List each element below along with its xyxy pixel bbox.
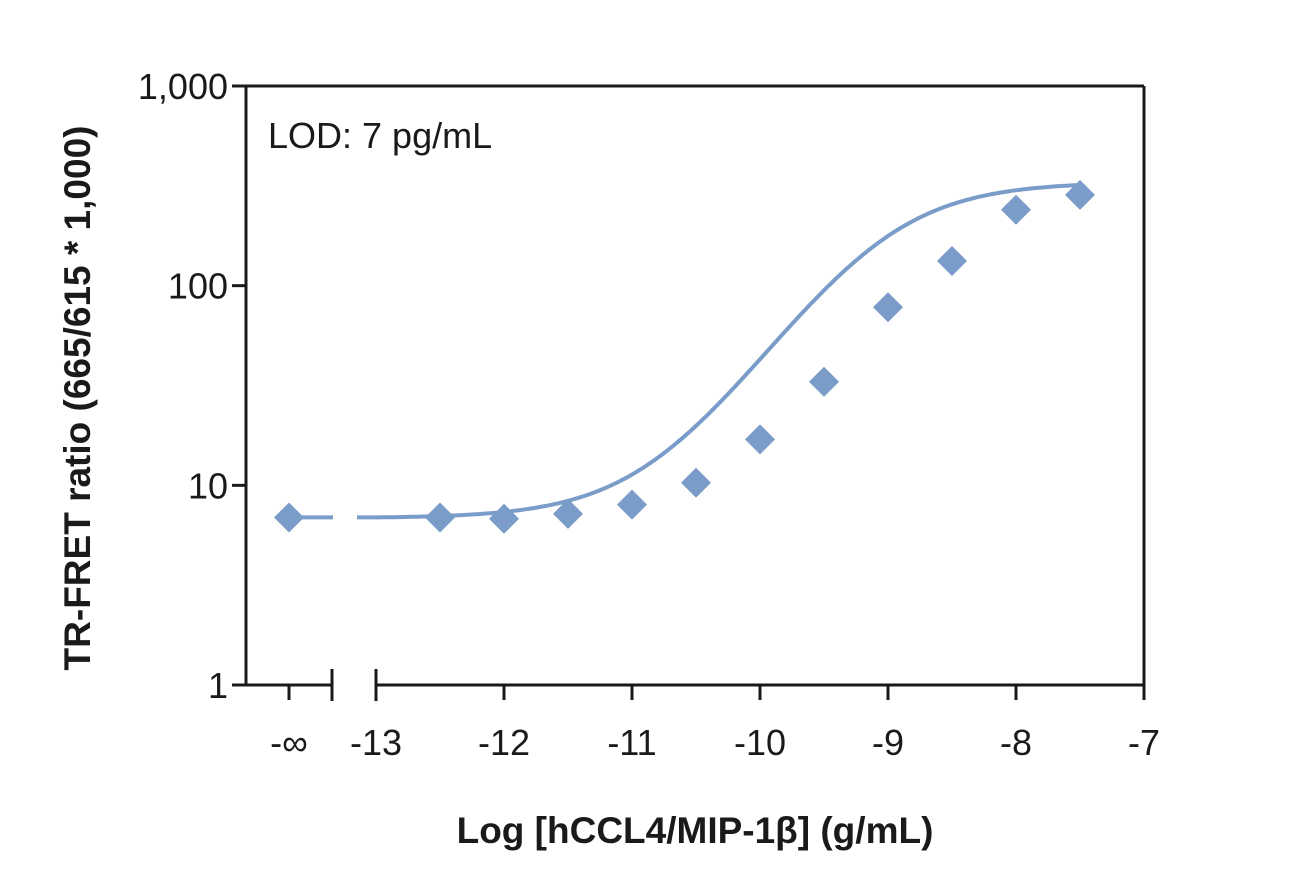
data-point (809, 366, 839, 397)
y-tick-label: 1 (208, 665, 228, 706)
data-points-layer (274, 179, 1095, 534)
data-point (274, 502, 304, 533)
fit-curve-layer (289, 182, 1081, 520)
data-point (873, 292, 903, 323)
x-tick-label: -13 (350, 722, 402, 763)
x-tick-label: -9 (872, 722, 904, 763)
data-point (425, 502, 455, 533)
data-point (1001, 194, 1031, 225)
fit-curve (376, 182, 1081, 520)
x-axis-title: Log [hCCL4/MIP-1β] (g/mL) (457, 810, 934, 851)
x-tick-label: -11 (607, 722, 656, 763)
axes: 1 10 100 1,000 -∞ -13 -12 -11 -10 -9 -8 -7 (138, 66, 1160, 763)
x-tick-label: -7 (1128, 722, 1160, 763)
data-point (1065, 179, 1095, 210)
data-point (553, 498, 583, 529)
y-axis-title: TR-FRET ratio (665/615 * 1,000) (57, 126, 98, 671)
data-point (617, 489, 647, 520)
lod-annotation: LOD: 7 pg/mL (268, 115, 492, 156)
data-point (745, 424, 775, 455)
x-tick-label: -8 (1000, 722, 1032, 763)
x-tick-label: -∞ (270, 722, 308, 763)
data-point (937, 245, 967, 276)
x-tick-label: -12 (478, 722, 530, 763)
x-tick-label: -10 (734, 722, 786, 763)
y-tick-label: 10 (188, 465, 228, 506)
data-point (489, 503, 519, 534)
y-tick-label: 1,000 (138, 66, 228, 107)
y-tick-label: 100 (168, 266, 228, 307)
data-point (681, 467, 711, 498)
